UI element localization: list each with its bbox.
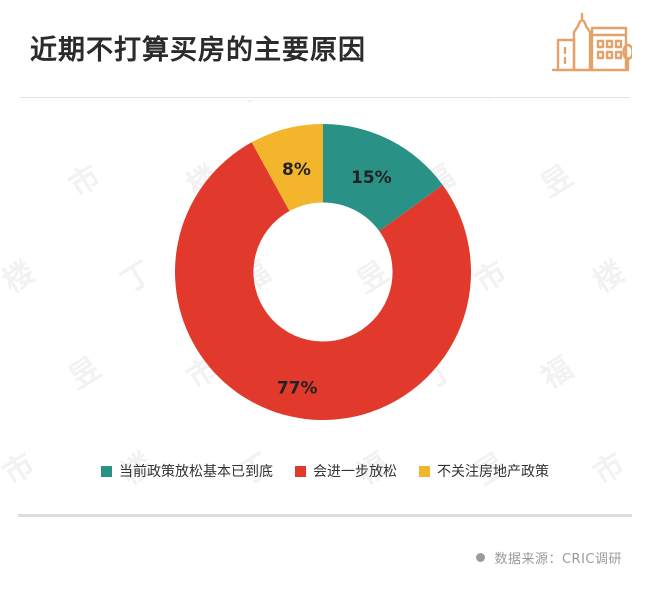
- donut-slice: [175, 142, 471, 420]
- header: 近期不打算买房的主要原因: [0, 0, 650, 98]
- city-buildings-icon: [551, 12, 632, 72]
- legend-item-label: 当前政策放松基本已到底: [119, 464, 273, 480]
- footer-divider: [18, 514, 632, 517]
- legend-item-label: 会进一步放松: [313, 464, 397, 480]
- donut-slice-label: 15%: [351, 168, 392, 188]
- legend-swatch: [419, 465, 430, 477]
- donut-slice-label: 77%: [277, 379, 318, 399]
- donut-value-labels: 15% 77% 8%: [277, 160, 392, 399]
- donut-slices: [175, 124, 471, 420]
- donut-chart: 15% 77% 8%: [0, 100, 650, 430]
- donut-slice: [323, 124, 443, 232]
- legend-item[interactable]: 会进一步放松: [295, 461, 397, 481]
- donut-slice: [251, 124, 323, 212]
- source-text: 数据来源：CRIC调研: [494, 552, 622, 567]
- source-line: 数据来源：CRIC调研: [476, 548, 622, 567]
- legend-item[interactable]: 不关注房地产政策: [419, 461, 549, 481]
- donut-chart-svg: 15% 77% 8%: [175, 124, 471, 420]
- chart-legend: 当前政策放松基本已到底 会进一步放松 不关注房地产政策: [0, 455, 650, 487]
- legend-item[interactable]: 当前政策放松基本已到底: [101, 461, 273, 481]
- dot-icon: [476, 553, 486, 562]
- donut-slice-label: 8%: [282, 160, 311, 180]
- legend-item-label: 不关注房地产政策: [437, 464, 549, 480]
- legend-swatch: [295, 465, 306, 477]
- legend-swatch: [101, 465, 112, 477]
- header-divider: [20, 97, 630, 98]
- page-title: 近期不打算买房的主要原因: [30, 35, 366, 66]
